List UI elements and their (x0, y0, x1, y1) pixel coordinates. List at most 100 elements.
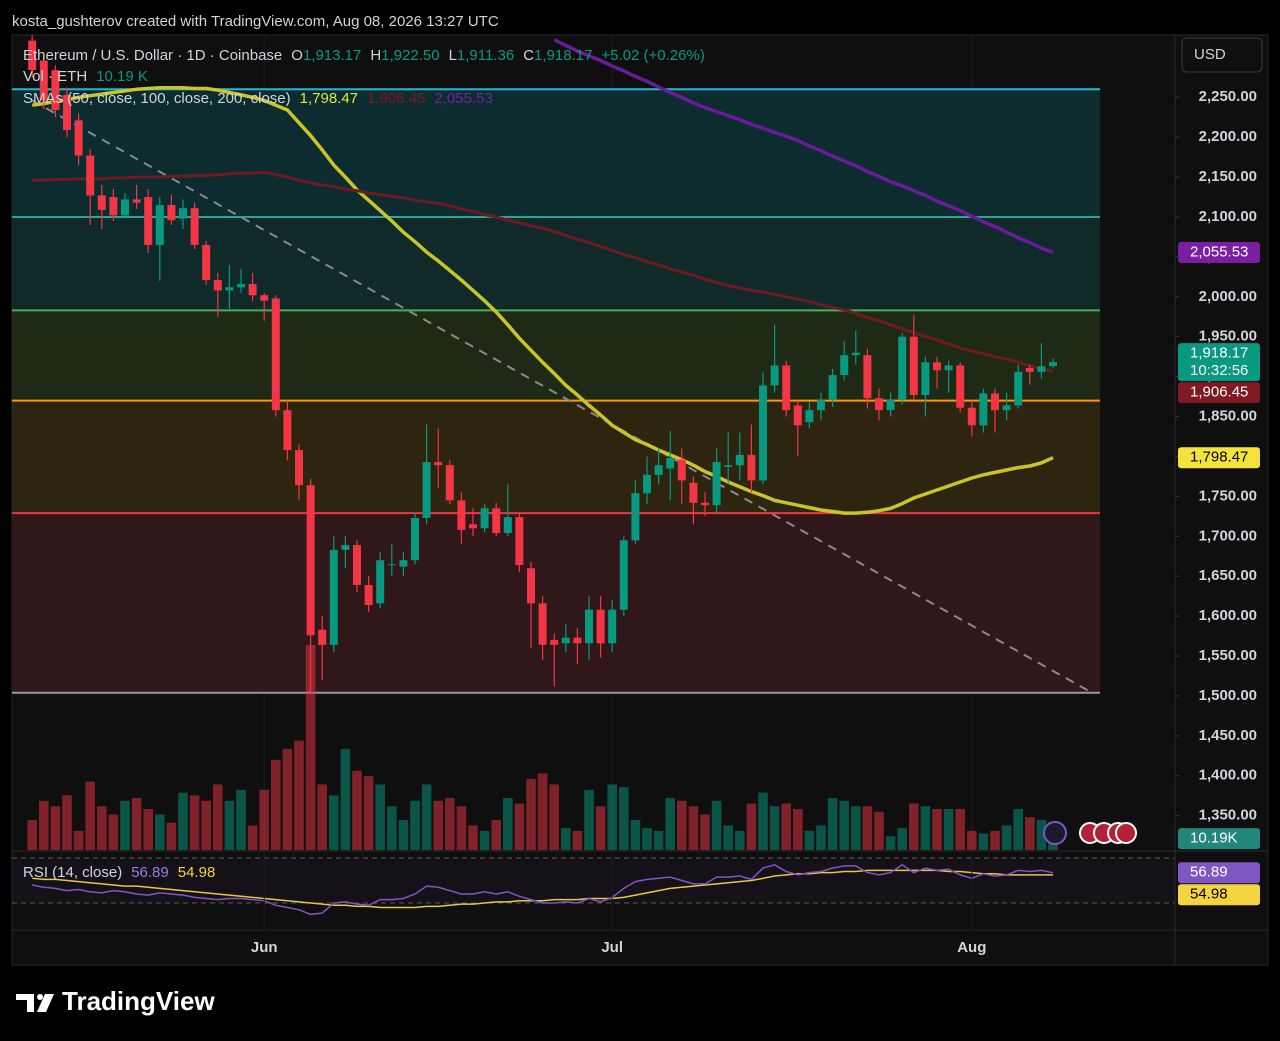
volume-bar (827, 798, 838, 850)
candle-body (63, 94, 71, 130)
price-tag (1178, 447, 1260, 469)
candle-body (840, 355, 849, 376)
volume-bar (584, 789, 594, 850)
candle-body (735, 454, 744, 466)
candle-body (886, 399, 895, 411)
volume-bar (479, 830, 490, 850)
volume-bar (955, 809, 965, 850)
price-tag-label: 1,918.17 (1190, 345, 1248, 362)
candle-body (434, 462, 443, 466)
candle-body (51, 70, 60, 111)
volume-bar (131, 798, 142, 850)
candle-body (1014, 371, 1023, 406)
candle-body (805, 410, 814, 423)
volume-bar (526, 778, 536, 850)
volume-bar (630, 819, 641, 850)
volume-bar (282, 748, 293, 850)
legend-item: L (449, 47, 457, 64)
legend-item: +5.02 (+0.26%) (601, 47, 704, 64)
price-tag (1178, 862, 1260, 884)
candle-body (179, 208, 187, 219)
rsi-pane (12, 857, 1175, 916)
volume-bar (595, 806, 606, 850)
candle-body (283, 410, 292, 451)
volume-bar (213, 784, 223, 850)
volume-bar (503, 798, 513, 850)
price-tag-label: 56.89 (1190, 864, 1228, 881)
legend-item: 1,911.36 (457, 47, 514, 64)
candle-body (921, 362, 930, 396)
legend-row: Ethereum / U.S. Dollar · 1D · Coinbase O1… (23, 47, 705, 64)
rsi-ma-line (32, 869, 1053, 909)
volume-bar (1036, 819, 1047, 850)
event-icon[interactable] (1115, 822, 1137, 844)
candle-body (851, 352, 860, 356)
volume-bar (421, 784, 432, 850)
legend: Ethereum / U.S. Dollar · 1D · Coinbase O1… (23, 47, 705, 881)
volume-bar (271, 759, 281, 850)
candle-body (596, 609, 605, 644)
logo-mark (37, 994, 43, 1000)
volume-bar (746, 803, 757, 850)
legend-item: O (291, 47, 303, 64)
y-tick-label: 1,850.00 (1199, 408, 1257, 425)
candle-body (991, 393, 999, 411)
candle-body (817, 399, 825, 411)
price-tag (1178, 343, 1260, 382)
candle-body (863, 355, 872, 399)
price-tag (1178, 382, 1260, 404)
rsi-line (32, 863, 1054, 916)
volume-bar (665, 798, 675, 850)
legend-item: RSI (14, close) (23, 864, 122, 881)
volume-bar (793, 809, 803, 850)
legend-item: 10.19 K (96, 68, 148, 85)
volume-bar (688, 806, 699, 850)
event-icon[interactable] (1043, 821, 1067, 845)
candle-body (306, 485, 315, 636)
volume-bar (73, 830, 84, 850)
volume-bar (259, 789, 269, 850)
price-tag-label: 54.98 (1190, 886, 1228, 903)
y-tick-label: 1,350.00 (1199, 807, 1257, 824)
y-tick-label: 2,150.00 (1199, 168, 1257, 185)
volume-bar (445, 798, 455, 850)
legend-item: 56.89 (131, 864, 169, 881)
volume-bar (920, 806, 931, 850)
volume-bar (456, 806, 467, 850)
candle-body (202, 244, 211, 281)
sma-line (553, 38, 1054, 255)
candle-body (411, 517, 419, 561)
candle-body (979, 393, 988, 426)
candle-body (271, 298, 280, 411)
candle-body (944, 365, 953, 371)
candle-body (759, 385, 767, 481)
legend-item: 1,906.45 (367, 90, 425, 107)
volume-bar (236, 789, 246, 850)
candle-body (677, 459, 686, 481)
volume-bar (155, 814, 165, 850)
volume-bar (352, 770, 362, 850)
candle-body (770, 365, 779, 386)
y-tick-label: 2,250.00 (1199, 88, 1257, 105)
currency-button[interactable] (1181, 37, 1263, 73)
candle-body (561, 637, 570, 644)
candle-body (967, 407, 976, 426)
candle-body (793, 405, 802, 426)
candle-body (469, 524, 477, 529)
price-zone (12, 513, 1100, 693)
candle-body (956, 365, 965, 408)
candle-body (933, 362, 941, 371)
volume-bar (468, 825, 478, 850)
logo-mark (37, 994, 54, 1012)
candle-body (550, 640, 559, 645)
volume-bar (769, 806, 780, 850)
currency-label: USD (1194, 46, 1226, 63)
legend-row: RSI (14, close) 56.89 54.98 (23, 864, 215, 881)
candle-body (109, 197, 118, 216)
volume-bar (862, 806, 873, 850)
volume-bar (851, 806, 861, 850)
candle-body (39, 60, 48, 101)
candles-layer (28, 35, 1057, 693)
candle-body (387, 564, 396, 566)
candle-body (503, 517, 512, 534)
